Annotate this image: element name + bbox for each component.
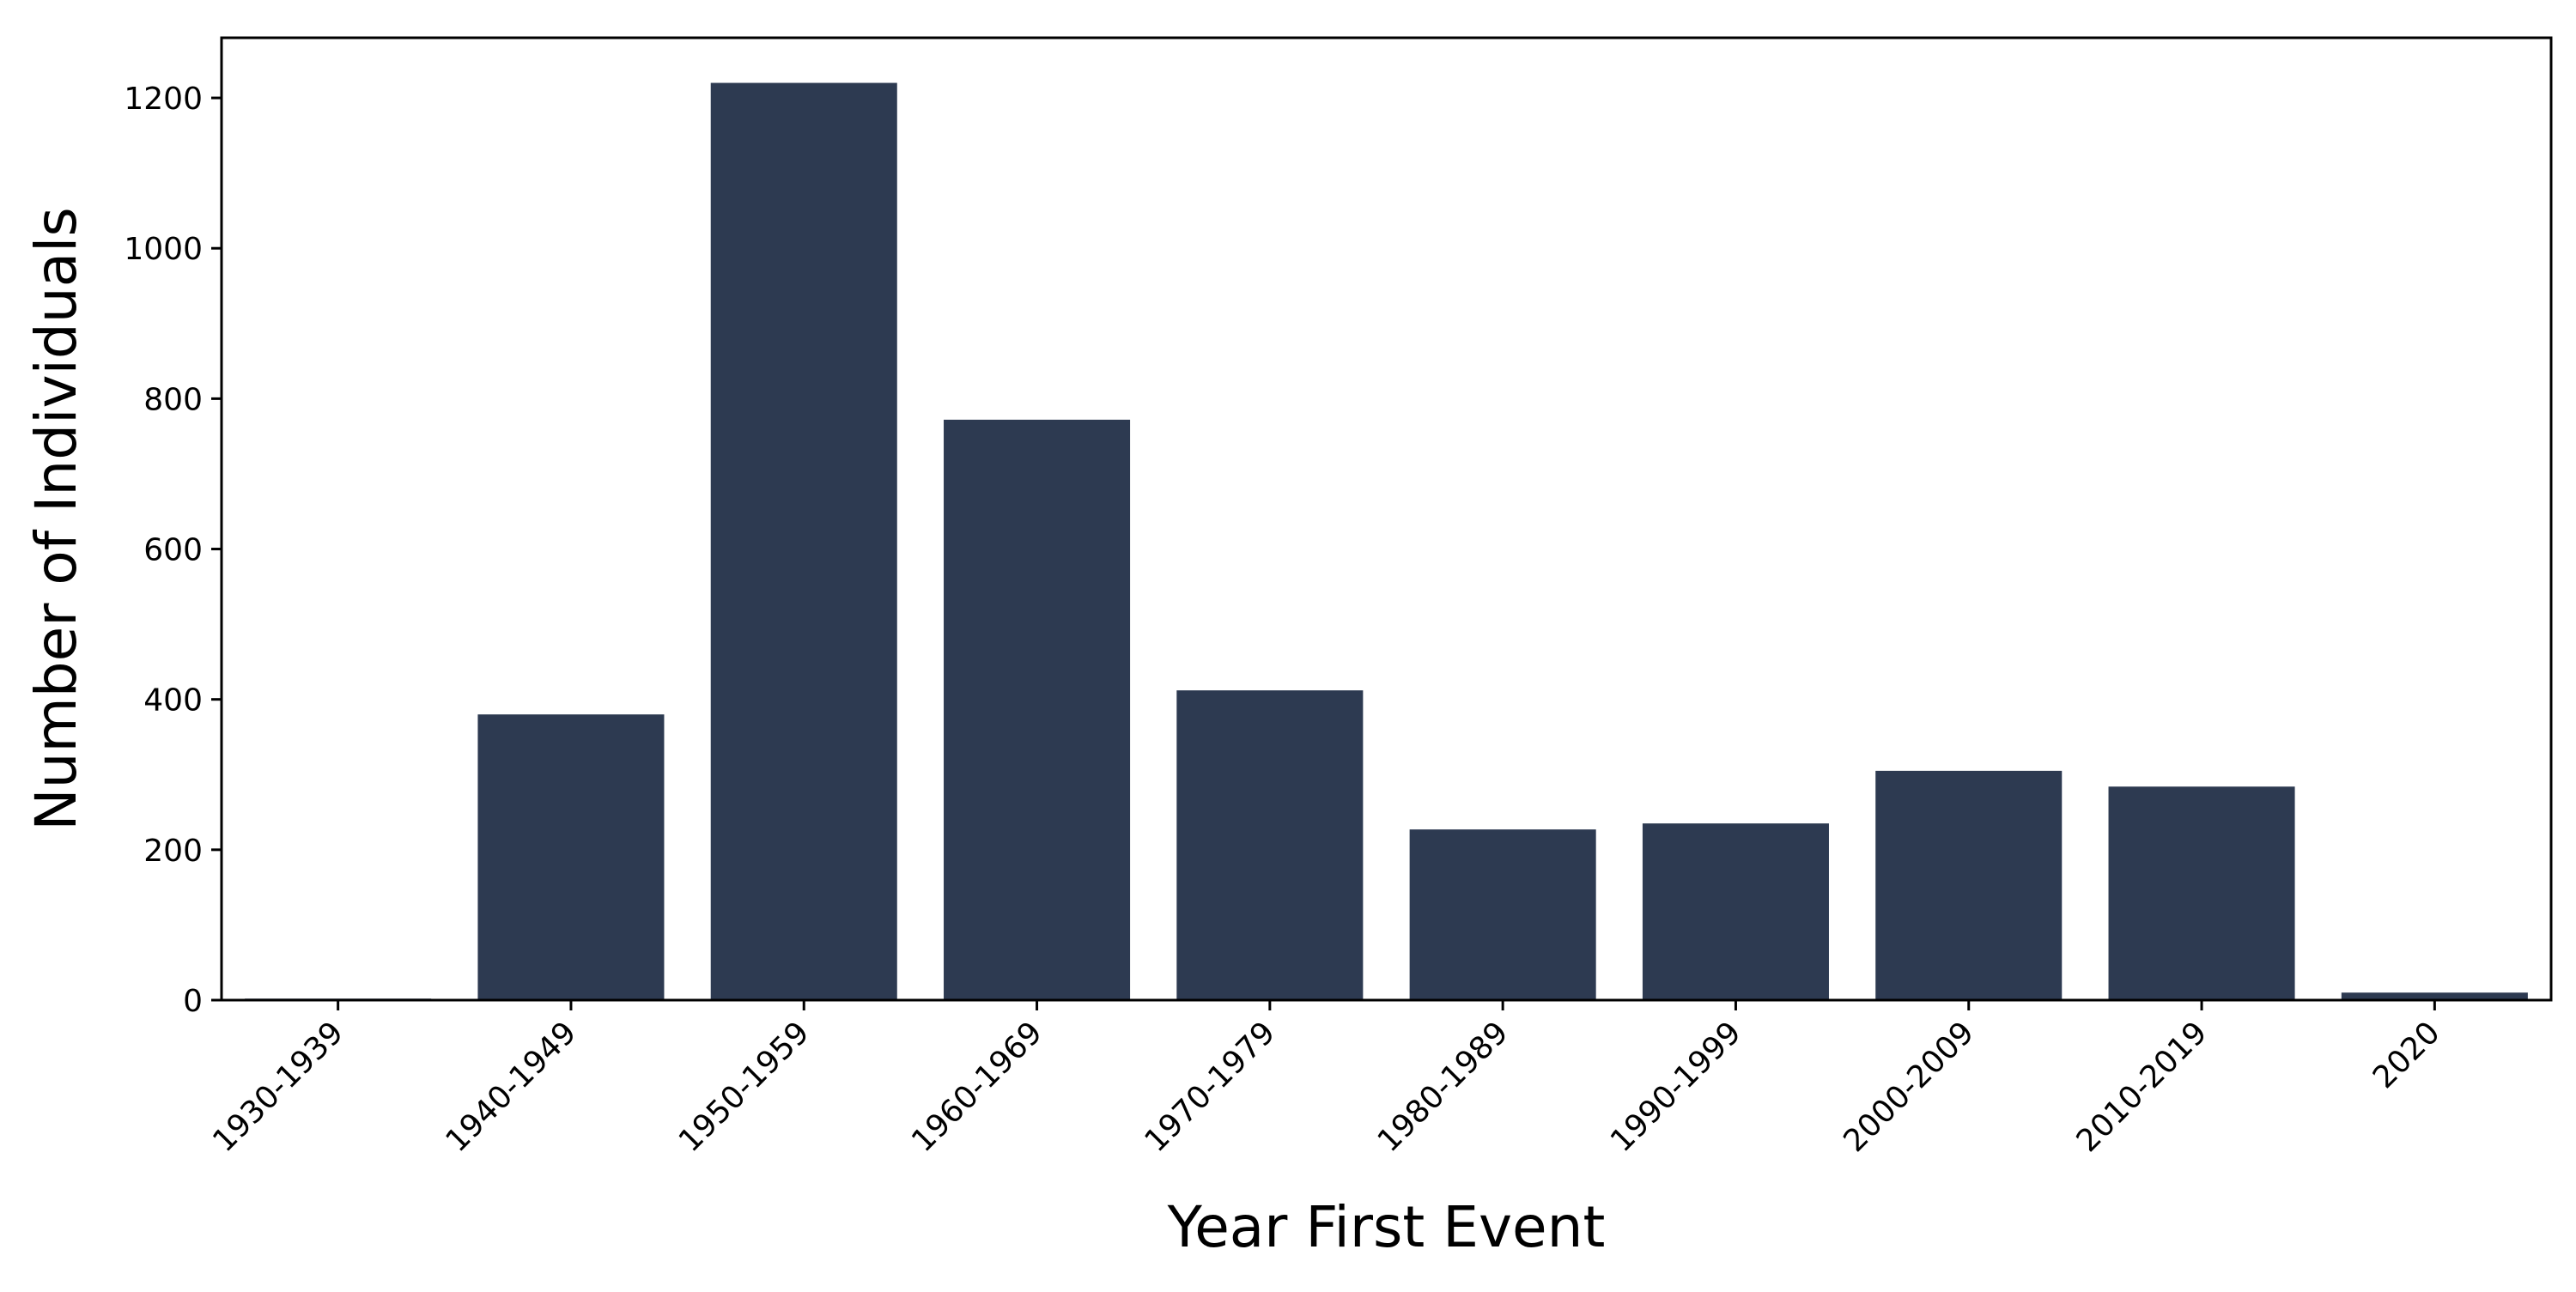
x-tick-label: 2000-2009 [1837, 1015, 1981, 1159]
y-tick-label: 1000 [124, 232, 203, 267]
x-tick-label: 1990-1999 [1604, 1015, 1748, 1159]
x-tick-label: 2010-2019 [2070, 1015, 2215, 1159]
y-tick-label: 600 [143, 533, 203, 568]
x-axis: 1930-1939 1940-1949 1950-1959 1960-1969 1970… [206, 1000, 2447, 1159]
y-tick-label: 200 [143, 834, 203, 869]
y-tick-label: 1200 [124, 82, 203, 117]
x-tick-label: 1930-1939 [206, 1015, 350, 1159]
bar-1970-1979 [1176, 690, 1364, 1000]
y-axis-title: Number of Individuals [23, 207, 89, 831]
bar-1940-1949 [477, 714, 665, 1000]
plot-frame [220, 36, 2553, 1002]
y-tick-label: 0 [183, 984, 203, 1019]
x-tick-label: 1980-1989 [1371, 1015, 1516, 1159]
bar-1960-1969 [944, 419, 1131, 1001]
bars-group [245, 82, 2528, 1001]
bar-2010-2019 [2108, 786, 2295, 1000]
x-tick-label: 1970-1979 [1138, 1015, 1282, 1159]
x-tick-label: 1960-1969 [905, 1015, 1049, 1159]
bar-1980-1989 [1409, 829, 1596, 1000]
y-tick-label: 800 [143, 382, 203, 417]
x-tick-label: 2020 [2366, 1015, 2447, 1095]
y-tick-label: 400 [143, 683, 203, 719]
x-tick-label: 1940-1949 [440, 1015, 584, 1159]
bar-2020 [2341, 992, 2528, 1000]
bar-1990-1999 [1642, 823, 1829, 1000]
bar-2000-2009 [1875, 770, 2063, 1000]
y-axis: 0 200 400 600 800 1000 1200 [124, 82, 222, 1019]
x-axis-title: Year First Event [1167, 1194, 1606, 1260]
x-tick-label: 1950-1959 [672, 1015, 817, 1159]
bar-1950-1959 [710, 82, 897, 1000]
